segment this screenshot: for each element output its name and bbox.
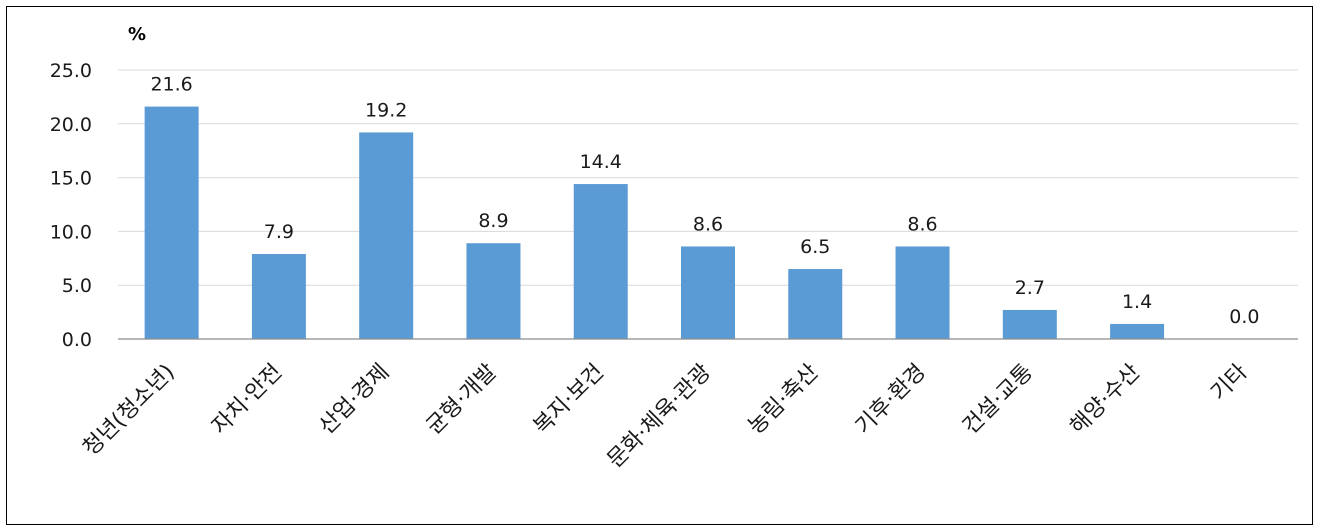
data-label: 8.9 <box>478 210 508 232</box>
bar <box>359 132 414 339</box>
bar <box>681 246 735 339</box>
category-label: 균형·개발 <box>422 360 502 440</box>
data-label: 14.4 <box>580 151 622 173</box>
bar <box>573 184 628 339</box>
y-unit-label: % <box>128 24 146 45</box>
bar <box>1110 323 1165 339</box>
bars <box>144 106 1165 339</box>
data-label: 21.6 <box>150 74 192 96</box>
category-label: 기후·환경 <box>851 360 931 440</box>
bar <box>251 253 306 339</box>
category-label: 해양·수산 <box>1065 360 1145 440</box>
category-label: 농림·축산 <box>744 360 824 440</box>
y-axis-ticks: 0.0 5.0 10.0 15.0 20.0 25.0 <box>50 60 92 351</box>
bar <box>144 106 199 339</box>
category-label: 문화·체육·관광 <box>603 360 716 473</box>
data-label: 2.7 <box>1015 277 1045 299</box>
y-tick-label: 25.0 <box>50 60 92 82</box>
data-label: 0.0 <box>1229 306 1259 328</box>
bar <box>788 269 843 339</box>
category-label: 자치·안전 <box>207 360 287 440</box>
data-label: 7.9 <box>264 221 294 243</box>
y-tick-label: 20.0 <box>50 114 92 136</box>
y-tick-label: 0.0 <box>62 329 92 351</box>
data-label: 19.2 <box>365 99 407 121</box>
category-label: 산업·경제 <box>315 360 395 440</box>
gridlines <box>118 69 1298 286</box>
category-label: 복지·보건 <box>529 360 609 440</box>
bar <box>895 246 950 339</box>
bar <box>1002 309 1057 339</box>
data-label: 1.4 <box>1122 291 1152 313</box>
y-tick-label: 5.0 <box>62 275 92 297</box>
data-label: 8.6 <box>693 213 723 235</box>
category-label: 건설·교통 <box>958 360 1038 440</box>
bar <box>466 243 521 339</box>
y-tick-label: 10.0 <box>50 221 92 243</box>
data-label: 6.5 <box>800 236 830 258</box>
data-label: 8.6 <box>907 213 937 235</box>
y-tick-label: 15.0 <box>50 168 92 190</box>
chart-frame <box>6 6 1313 525</box>
category-label: 청년(청소년) <box>78 360 179 461</box>
data-labels: 21.6 7.9 19.2 8.9 14.4 8.6 6.5 8.6 2.7 1.4 0.0 <box>150 74 1259 328</box>
category-label: 기타 <box>1206 360 1252 406</box>
